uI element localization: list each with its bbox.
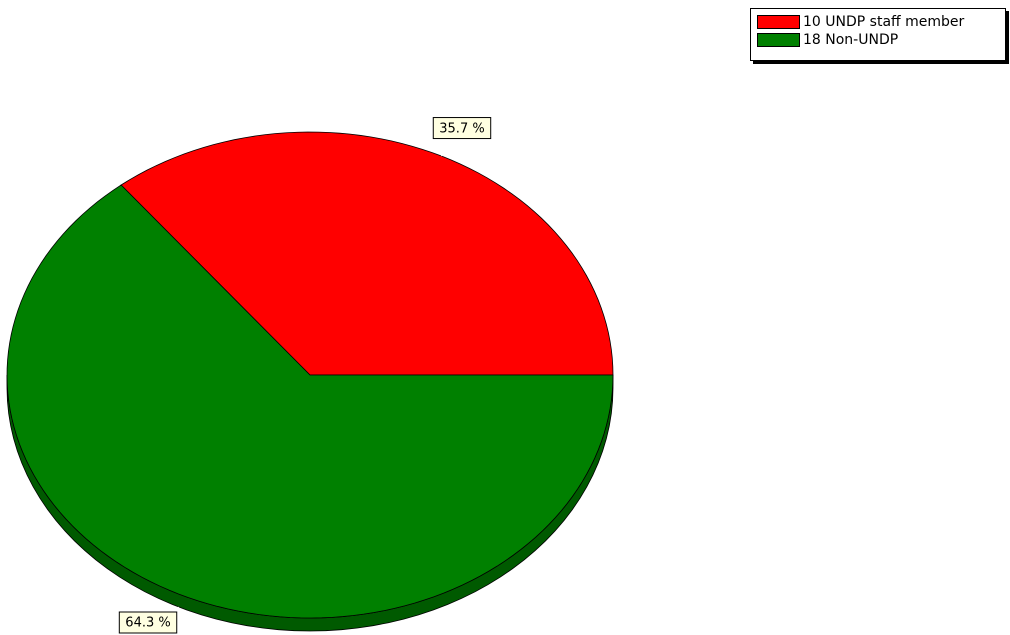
legend-item-undp-staff: 10 UNDP staff member (757, 13, 1005, 31)
pie-percent-text: 35.7 % (439, 121, 484, 136)
pie-percent-label-10-undp-staff-member: 35.7 % (432, 117, 492, 140)
legend-swatch-non-undp (757, 33, 800, 47)
legend-item-non-undp: 18 Non-UNDP (757, 31, 1005, 49)
legend-label-undp-staff: 10 UNDP staff member (803, 14, 965, 30)
pie-percent-box (432, 117, 492, 140)
legend-label-non-undp: 18 Non-UNDP (803, 32, 899, 48)
legend: 10 UNDP staff member 18 Non-UNDP (750, 8, 1006, 61)
legend-swatch-undp-staff (757, 15, 800, 29)
pie-percent-text: 64.3 % (125, 616, 170, 631)
pie-percent-label-18-non-undp: 64.3 % (118, 611, 178, 634)
pie-label-layer: 35.7 % 64.3 % (118, 117, 492, 634)
pie-percent-box (118, 611, 178, 634)
pie-slice-layer (6, 131, 614, 619)
pie-leader-line (441, 138, 453, 157)
pie-slice-18-non-undp (6, 184, 614, 619)
